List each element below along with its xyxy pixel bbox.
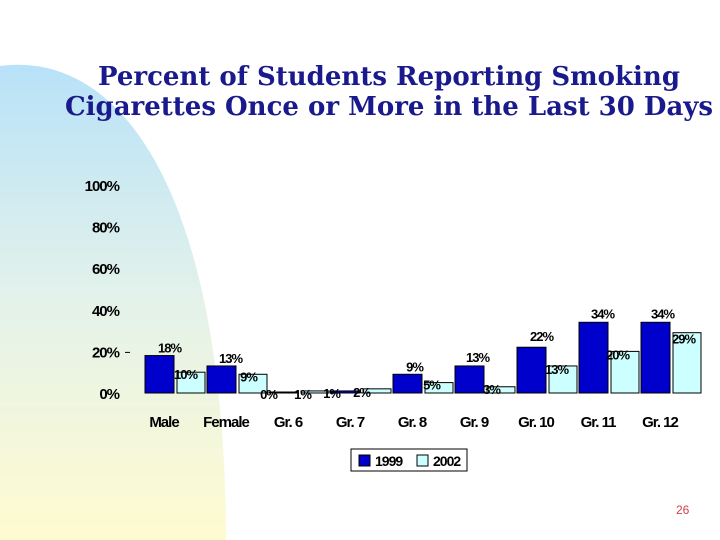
bar-2002 — [362, 388, 392, 394]
x-tick-label: Gr. 7 — [336, 414, 365, 431]
x-tick-label: Female — [203, 414, 249, 431]
chart-title: Percent of Students Reporting Smoking Ci… — [0, 62, 720, 122]
bar-1999 — [454, 365, 485, 394]
chart-title-line-1: Percent of Students Reporting Smoking — [97, 62, 681, 92]
data-label-1999: 1% — [323, 386, 341, 401]
legend-swatch-2002 — [416, 454, 429, 467]
bar-1999 — [516, 346, 547, 394]
legend-box — [350, 448, 468, 472]
data-label-1999: 0% — [260, 387, 278, 402]
data-label-1999: 22% — [530, 329, 554, 344]
bar-1999 — [268, 391, 299, 394]
bar-2002 — [486, 386, 516, 394]
bar-1999 — [640, 321, 671, 394]
y-tick-label: 100% — [85, 178, 120, 195]
bar-1999 — [144, 355, 175, 394]
data-label-2002: 13% — [545, 362, 569, 377]
bar-1999 — [206, 365, 237, 394]
y-tick-label: 40% — [92, 303, 120, 320]
bar-2002 — [610, 350, 640, 394]
bar-1999 — [392, 373, 423, 394]
data-label-1999: 13% — [219, 351, 243, 366]
data-label-2002: 9% — [240, 369, 258, 384]
data-label-1999: 34% — [591, 306, 615, 321]
y-tick-label: 20% — [92, 344, 120, 361]
x-tick-label: Gr. 8 — [398, 414, 427, 431]
page-number: 26 — [676, 503, 690, 517]
y-tick-label: 0% — [99, 386, 119, 403]
x-tick-label: Gr. 11 — [581, 414, 617, 431]
bar-1999 — [330, 390, 361, 394]
data-label-2002: 20% — [606, 347, 630, 362]
data-label-2002: 5% — [423, 378, 441, 393]
bar-1999 — [578, 321, 609, 394]
x-tick-label: Gr. 10 — [518, 414, 554, 431]
data-label-2002: 3% — [483, 382, 501, 397]
x-tick-label: Gr. 12 — [642, 414, 678, 431]
bar-2002 — [238, 373, 268, 394]
chart-title-line-2: Cigarettes Once or More in the Last 30 D… — [64, 92, 714, 122]
x-tick-label: Gr. 6 — [274, 414, 303, 431]
legend-label-2002: 2002 — [433, 453, 461, 469]
legend-swatch-1999 — [358, 454, 371, 467]
data-label-2002: 2% — [353, 385, 371, 400]
data-label-1999: 13% — [466, 350, 490, 365]
data-label-2002: 10% — [174, 367, 198, 382]
bar-2002 — [300, 390, 330, 394]
data-label-1999: 34% — [651, 306, 675, 321]
bar-2002 — [424, 382, 454, 394]
y-tick-label: 60% — [92, 261, 120, 278]
bar-2002 — [548, 365, 578, 394]
bar-2002 — [672, 332, 702, 394]
data-label-2002: 29% — [672, 332, 696, 347]
data-label-1999: 18% — [158, 341, 182, 356]
bar-2002 — [176, 371, 206, 394]
y-tick-label: 80% — [92, 220, 120, 237]
x-tick-label: Gr. 9 — [460, 414, 489, 431]
data-label-2002: 1% — [294, 387, 312, 402]
legend-label-1999: 1999 — [375, 453, 403, 469]
x-tick-label: Male — [149, 414, 179, 431]
data-label-1999: 9% — [406, 359, 424, 374]
